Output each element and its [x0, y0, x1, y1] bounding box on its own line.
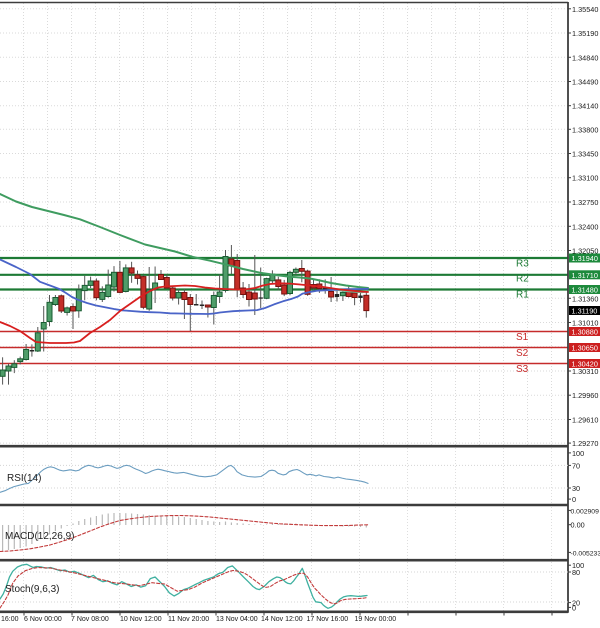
- svg-text:7 Nov 08:00: 7 Nov 08:00: [71, 616, 109, 623]
- svg-text:1.35540: 1.35540: [572, 5, 598, 14]
- svg-text:MACD(12,26,9): MACD(12,26,9): [5, 531, 74, 542]
- svg-text:0: 0: [572, 603, 576, 612]
- svg-text:1.33450: 1.33450: [572, 150, 598, 159]
- svg-text:1.29960: 1.29960: [572, 391, 598, 400]
- svg-text:30: 30: [572, 484, 580, 493]
- svg-text:1.35190: 1.35190: [572, 29, 598, 38]
- svg-text:17 Nov 16:00: 17 Nov 16:00: [307, 616, 349, 623]
- svg-text:1.34840: 1.34840: [572, 53, 598, 62]
- svg-text:S2: S2: [516, 348, 529, 359]
- svg-text:100: 100: [572, 561, 584, 570]
- svg-text:1.31710: 1.31710: [572, 271, 598, 280]
- svg-text:R3: R3: [516, 259, 529, 270]
- svg-text:13 Nov 04:00: 13 Nov 04:00: [216, 616, 258, 623]
- svg-text:R2: R2: [516, 274, 529, 285]
- svg-text:10 Nov 12:00: 10 Nov 12:00: [120, 616, 162, 623]
- svg-text:0.00: 0.00: [571, 521, 585, 530]
- svg-text:20: 20: [572, 599, 580, 608]
- svg-text:1.32050: 1.32050: [572, 247, 598, 256]
- svg-text:1.33800: 1.33800: [572, 125, 598, 134]
- svg-text:S1: S1: [516, 332, 529, 343]
- svg-text:S3: S3: [516, 364, 529, 375]
- svg-text:6 Nov 00:00: 6 Nov 00:00: [24, 616, 62, 623]
- svg-text:14 Nov 12:00: 14 Nov 12:00: [261, 616, 303, 623]
- svg-text:1.31940: 1.31940: [572, 254, 598, 263]
- svg-text:1.34140: 1.34140: [572, 102, 598, 111]
- svg-text:1.31010: 1.31010: [572, 319, 598, 328]
- svg-text:1.31480: 1.31480: [572, 286, 598, 295]
- svg-text:16:00: 16:00: [1, 616, 19, 623]
- svg-text:1.31360: 1.31360: [572, 294, 598, 303]
- svg-text:11 Nov 20:00: 11 Nov 20:00: [168, 616, 209, 623]
- svg-text:1.32750: 1.32750: [572, 198, 598, 207]
- svg-text:1.30880: 1.30880: [572, 328, 598, 337]
- svg-text:0.002909: 0.002909: [571, 508, 600, 515]
- svg-text:1.33100: 1.33100: [572, 174, 598, 183]
- svg-text:1.30420: 1.30420: [572, 360, 598, 369]
- svg-text:-0.005233: -0.005233: [571, 550, 600, 557]
- svg-text:80: 80: [572, 568, 580, 577]
- svg-text:1.30310: 1.30310: [572, 367, 598, 376]
- svg-text:RSI(14): RSI(14): [7, 473, 41, 484]
- svg-text:1.32400: 1.32400: [572, 222, 598, 231]
- svg-text:Stoch(9,6,3): Stoch(9,6,3): [5, 584, 59, 595]
- svg-text:19 Nov 00:00: 19 Nov 00:00: [355, 616, 397, 623]
- svg-text:1.31190: 1.31190: [572, 307, 598, 316]
- svg-text:R1: R1: [516, 290, 529, 301]
- svg-text:0: 0: [572, 495, 576, 504]
- svg-text:1.29610: 1.29610: [572, 416, 598, 425]
- svg-text:1.34490: 1.34490: [572, 78, 598, 87]
- svg-text:1.30650: 1.30650: [572, 344, 598, 353]
- svg-text:70: 70: [572, 461, 580, 470]
- svg-text:1.29270: 1.29270: [572, 439, 598, 448]
- svg-text:100: 100: [572, 449, 584, 458]
